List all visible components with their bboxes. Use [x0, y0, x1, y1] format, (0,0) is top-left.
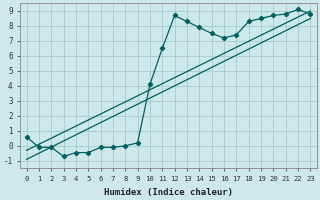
X-axis label: Humidex (Indice chaleur): Humidex (Indice chaleur) [104, 188, 233, 197]
